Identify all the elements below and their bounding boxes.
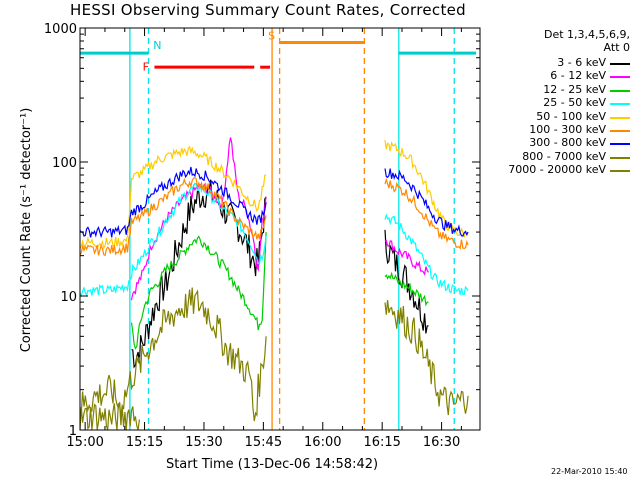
- y-tick-label: 1: [69, 424, 77, 439]
- legend-entry: 800 - 7000 keV: [478, 150, 634, 164]
- flag-label: F: [143, 61, 149, 74]
- series-line: [79, 287, 267, 422]
- legend-swatch: [610, 143, 630, 146]
- series-line: [79, 182, 267, 298]
- series-line: [384, 177, 469, 250]
- series-line: [384, 140, 469, 238]
- legend-swatch: [610, 116, 630, 119]
- series-line: [79, 401, 140, 431]
- x-tick-label: 16:30: [423, 435, 460, 450]
- legend-entry: 300 - 800 keV: [478, 136, 634, 150]
- flag-label: S: [268, 30, 275, 43]
- legend-entry: 100 - 300 keV: [478, 123, 634, 137]
- legend-label: 3 - 6 keV: [557, 56, 606, 69]
- marker-layer: NF S: [80, 28, 477, 430]
- legend-entry: 50 - 100 keV: [478, 110, 634, 124]
- series-line: [384, 239, 429, 276]
- legend-swatch: [610, 103, 630, 106]
- y-tick-label: 1000: [44, 22, 77, 37]
- series-line: [130, 137, 267, 301]
- series-line: [130, 232, 267, 350]
- plot-frame: [79, 27, 481, 431]
- footer-date: 22-Mar-2010 15:40: [551, 467, 628, 476]
- y-axis-label: Corrected Count Rate (s⁻¹ detector⁻¹): [19, 108, 34, 353]
- legend-entry: 3 - 6 keV: [478, 56, 634, 70]
- legend-swatch: [610, 76, 630, 79]
- x-tick-label: 15:15: [126, 435, 163, 450]
- x-tick-label: 15:00: [66, 435, 103, 450]
- series-line: [79, 166, 267, 239]
- series-line: [79, 176, 267, 257]
- y-tick-label: 100: [52, 156, 77, 171]
- legend-swatch: [610, 89, 630, 92]
- x-tick-label: 15:45: [245, 435, 282, 450]
- series-line: [384, 271, 429, 307]
- y-tick-label: 10: [60, 290, 77, 305]
- data-layer: [79, 137, 469, 431]
- legend-label: 7000 - 20000 keV: [508, 163, 606, 177]
- chart-title: HESSI Observing Summary Count Rates, Cor…: [70, 1, 466, 19]
- legend-entry: 12 - 25 keV: [478, 83, 634, 97]
- legend-entry: 7000 - 20000 keV: [478, 163, 634, 177]
- legend-swatch: [610, 156, 630, 159]
- legend-swatch: [610, 130, 630, 132]
- legend-entry: 6 - 12 keV: [478, 69, 634, 83]
- legend-label: 100 - 300 keV: [529, 123, 606, 136]
- series-line: [384, 168, 469, 237]
- x-tick-label: 16:00: [304, 435, 341, 450]
- x-tick-label: 16:15: [363, 435, 400, 450]
- legend-label: 6 - 12 keV: [550, 69, 606, 83]
- series-line: [131, 179, 267, 369]
- legend-swatch: [610, 63, 630, 65]
- legend-label: 800 - 7000 keV: [522, 149, 606, 163]
- series-line: [384, 299, 469, 416]
- legend-label: 25 - 50 keV: [543, 96, 606, 110]
- legend-label: 12 - 25 keV: [543, 82, 606, 96]
- axes-layer: 15:00 15:15 15:30 15:45 16:00 16:15 16:30 1 10 10…: [44, 22, 481, 450]
- x-tick-label: 15:30: [185, 435, 222, 450]
- series-line: [79, 145, 267, 250]
- legend-label: 300 - 800 keV: [529, 136, 606, 150]
- legend-header-detectors: Det 1,3,4,5,6,9,: [543, 28, 630, 41]
- legend-label: 50 - 100 keV: [536, 109, 606, 123]
- legend-swatch: [610, 170, 630, 173]
- series-line: [384, 213, 469, 296]
- x-axis-label: Start Time (13-Dec-06 14:58:42): [166, 457, 378, 472]
- legend-entry: 25 - 50 keV: [478, 96, 634, 110]
- legend-header-attenuator: Att 0: [603, 41, 630, 54]
- flag-label: N: [153, 39, 161, 52]
